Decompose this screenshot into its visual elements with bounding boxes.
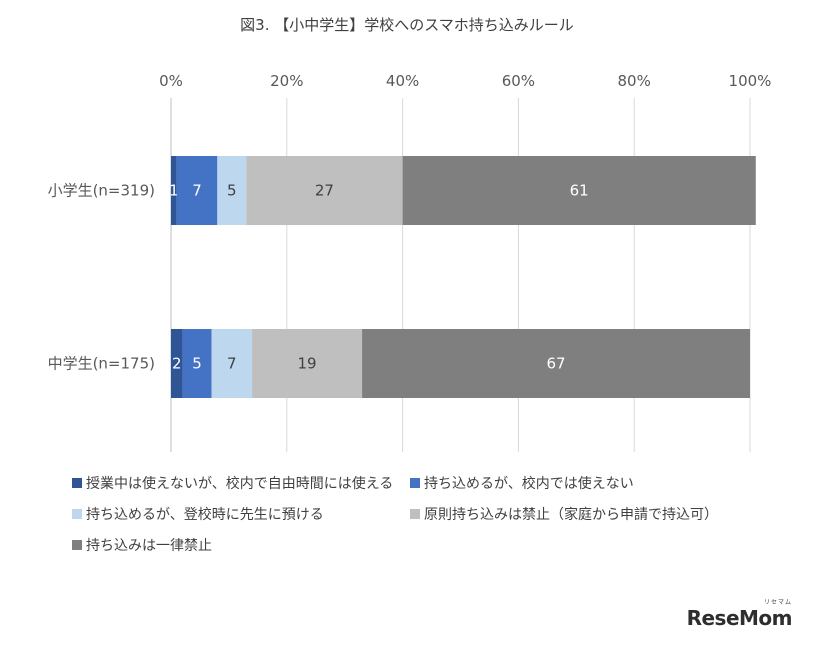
data-label: 2: [172, 355, 182, 373]
bars: 1 7 5 27 612 5 7 19 67: [169, 156, 756, 398]
legend-row: 授業中は使えないが、校内で自由時間には使える 持ち込めるが、校内では使えない: [72, 473, 792, 504]
legend-row: 持ち込めるが、登校時に先生に預ける 原則持ち込みは禁止（家庭から申請で持込可）: [72, 504, 792, 535]
bar-segment: [176, 156, 218, 225]
x-tick-label: 0%: [159, 72, 183, 90]
legend-swatch-3: [410, 509, 420, 519]
chart-title: 図3. 【小中学生】学校へのスマホ持ち込みルール: [240, 16, 574, 34]
data-label: 5: [227, 182, 237, 200]
legend: 授業中は使えないが、校内で自由時間には使える 持ち込めるが、校内では使えない 持…: [72, 473, 792, 566]
bar-segment: [171, 329, 183, 398]
data-label: 27: [315, 182, 334, 200]
legend-swatch-4: [72, 540, 82, 550]
legend-label-1: 持ち込めるが、校内では使えない: [424, 476, 634, 492]
x-tick-label: 40%: [386, 72, 419, 90]
legend-label-2: 持ち込めるが、登校時に先生に預ける: [86, 507, 324, 523]
legend-item-1: 持ち込めるが、校内では使えない: [410, 473, 634, 493]
data-label: 67: [546, 355, 565, 373]
x-tick-label: 80%: [618, 72, 651, 90]
logo-text: ReseMom: [686, 606, 793, 630]
bar-segment: [402, 156, 756, 225]
legend-swatch-2: [72, 509, 82, 519]
bar-segment: [362, 329, 750, 398]
bar-segment: [211, 329, 253, 398]
category-labels: 小学生(n=319) 中学生(n=175): [48, 182, 155, 373]
bar-segment: [246, 156, 403, 225]
legend-row: 持ち込みは一律禁止: [72, 535, 792, 566]
legend-item-2: 持ち込めるが、登校時に先生に預ける: [72, 504, 324, 524]
x-tick-label: 60%: [502, 72, 535, 90]
bar-segment: [171, 156, 177, 225]
x-tick-label: 100%: [729, 72, 772, 90]
bar-segment: [182, 329, 212, 398]
legend-item-3: 原則持ち込みは禁止（家庭から申請で持込可）: [410, 504, 718, 524]
logo-ruby: リセマム: [763, 599, 792, 606]
data-label: 19: [298, 355, 317, 373]
legend-swatch-0: [72, 478, 82, 488]
data-label: 7: [227, 355, 237, 373]
resemom-logo: リセマム ReseMom: [686, 599, 793, 630]
legend-item-4: 持ち込みは一律禁止: [72, 535, 212, 555]
gridlines: [170, 98, 751, 452]
category-label: 小学生(n=319): [48, 182, 155, 200]
legend-swatch-1: [410, 478, 420, 488]
stacked-bar-chart: 図3. 【小中学生】学校へのスマホ持ち込みルール 0% 20% 40% 60% 80% 1…: [48, 16, 771, 452]
data-label: 61: [570, 182, 589, 200]
x-tick-label: 20%: [270, 72, 303, 90]
data-label: 5: [192, 355, 202, 373]
legend-label-4: 持ち込みは一律禁止: [86, 538, 212, 554]
category-label: 中学生(n=175): [48, 355, 155, 373]
legend-item-0: 授業中は使えないが、校内で自由時間には使える: [72, 473, 393, 493]
bar-segment: [252, 329, 363, 398]
data-label: 7: [192, 182, 202, 200]
data-label: 1: [169, 182, 179, 200]
legend-label-3: 原則持ち込みは禁止（家庭から申請で持込可）: [424, 507, 718, 523]
bar-segment: [217, 156, 247, 225]
x-axis-tick-labels: 0% 20% 40% 60% 80% 100%: [159, 72, 771, 90]
legend-label-0: 授業中は使えないが、校内で自由時間には使える: [86, 476, 394, 492]
